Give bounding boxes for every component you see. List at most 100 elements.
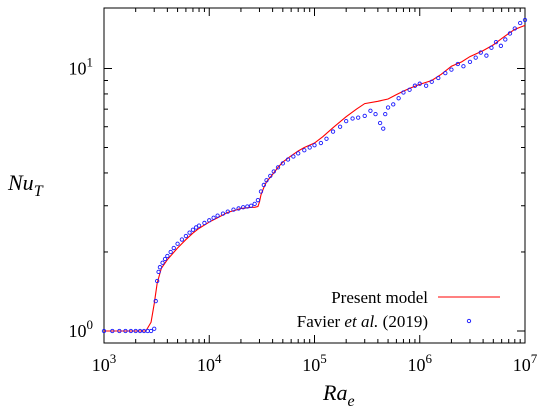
data-point-favier — [381, 126, 386, 131]
data-point-favier — [252, 201, 257, 207]
legend-points-italic: et al. — [344, 312, 378, 331]
data-point-favier — [187, 230, 192, 235]
data-point-favier — [183, 233, 189, 239]
data-point-favier — [423, 83, 429, 88]
data-point-favier — [215, 213, 220, 218]
data-point-favier — [133, 328, 138, 334]
legend-line-label-text: Present model — [331, 288, 428, 307]
data-point-favier — [207, 218, 212, 223]
data-point-favier — [202, 220, 207, 226]
data-point-favier — [350, 116, 355, 121]
data-point-favier — [280, 161, 285, 166]
data-point-favier — [344, 119, 349, 124]
data-point-favier — [473, 55, 478, 60]
data-point-favier — [373, 112, 378, 117]
data-point-favier — [436, 75, 441, 81]
data-point-favier — [175, 241, 180, 246]
y-axis-label: NuT — [7, 170, 44, 200]
data-point-favier — [401, 90, 406, 95]
data-point-favier — [518, 20, 523, 26]
x-tick-label: 103 — [92, 351, 117, 375]
data-point-favier — [385, 105, 391, 110]
series-layer — [101, 17, 528, 334]
x-tick-label: 107 — [513, 351, 537, 375]
data-point-favier — [148, 328, 154, 334]
data-point-favier — [443, 71, 448, 76]
x-axis-label: Rae — [322, 380, 355, 410]
data-point-favier — [417, 81, 422, 86]
data-point-favier — [110, 328, 115, 334]
series-line-present-model — [104, 24, 526, 332]
y-tick-label: 100 — [69, 317, 94, 341]
data-point-favier — [128, 328, 134, 334]
data-point-favier — [248, 203, 254, 208]
x-tick-label: 104 — [197, 351, 222, 375]
data-point-favier — [179, 237, 185, 242]
data-point-favier — [407, 87, 412, 92]
data-point-favier — [507, 31, 513, 36]
data-point-favier — [307, 145, 312, 150]
data-point-favier — [503, 37, 508, 42]
data-point-favier — [271, 169, 276, 174]
data-point-favier — [157, 265, 163, 270]
legend: Present model Favier et al. (2019) — [297, 288, 500, 331]
data-point-favier — [193, 225, 199, 230]
data-point-favier — [285, 157, 291, 162]
ticks-layer — [103, 8, 526, 344]
data-point-favier — [429, 79, 434, 84]
data-point-favier — [391, 102, 396, 107]
y-tick-label: 101 — [69, 54, 94, 78]
tick-labels-layer: 103 104 105 106 107 100 101 — [69, 54, 537, 375]
data-point-favier — [162, 256, 168, 262]
legend-label-present-model: Present model — [331, 288, 428, 307]
data-point-favier — [171, 245, 176, 251]
data-point-favier — [137, 328, 143, 334]
data-point-favier — [455, 61, 460, 67]
data-point-favier — [155, 278, 160, 284]
data-point-favier — [493, 40, 499, 45]
data-point-favier — [412, 83, 418, 88]
data-point-favier — [449, 67, 454, 72]
data-point-favier — [337, 124, 343, 129]
data-point-favier — [478, 50, 483, 55]
data-point-favier — [312, 143, 317, 148]
x-tick-label: 106 — [408, 351, 433, 375]
data-point-favier — [512, 26, 517, 31]
data-point-favier — [196, 223, 202, 228]
data-point-favier — [498, 43, 504, 48]
x-tick-label: 105 — [302, 351, 327, 375]
data-point-favier — [296, 151, 301, 156]
legend-points-suffix: (2019) — [378, 312, 428, 331]
data-point-favier — [245, 204, 250, 209]
data-point-favier — [318, 140, 324, 146]
data-point-favier — [383, 112, 388, 117]
data-point-favier — [225, 209, 230, 214]
plot-frame — [103, 7, 526, 344]
data-point-favier — [268, 173, 273, 178]
data-point-favier — [330, 129, 336, 134]
legend-label-favier: Favier et al. (2019) — [297, 312, 428, 331]
data-point-favier — [101, 328, 107, 334]
data-point-favier — [489, 45, 494, 50]
data-point-favier — [153, 298, 158, 304]
data-point-favier — [152, 326, 157, 331]
data-point-favier — [302, 148, 307, 153]
legend-points-prefix: Favier — [297, 312, 345, 331]
legend-point-swatch — [466, 318, 472, 324]
data-point-favier — [160, 260, 165, 265]
data-point-favier — [220, 211, 226, 216]
data-point-favier — [396, 96, 401, 101]
data-point-favier — [231, 207, 236, 212]
data-point-favier — [275, 165, 281, 170]
data-point-favier — [377, 120, 383, 126]
data-point-favier — [165, 253, 170, 259]
data-point-favier — [123, 328, 128, 334]
data-point-favier — [255, 198, 261, 203]
data-point-favier — [190, 227, 196, 232]
data-point-favier — [362, 113, 367, 119]
data-point-favier — [156, 269, 161, 274]
data-point-favier — [117, 328, 122, 334]
data-point-favier — [258, 189, 264, 194]
